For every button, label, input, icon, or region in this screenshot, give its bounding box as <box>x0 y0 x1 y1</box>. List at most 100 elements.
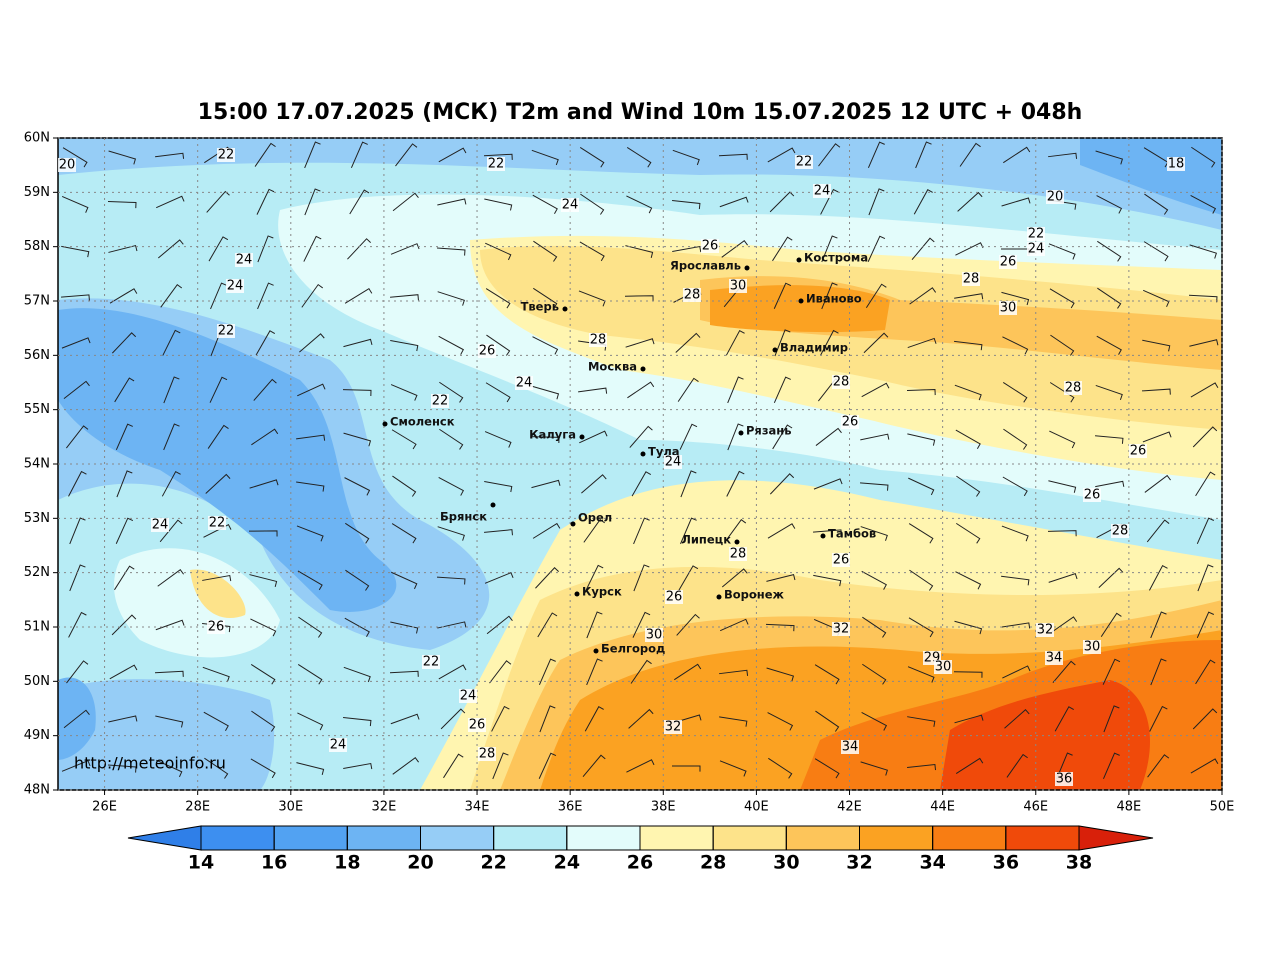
colorbar-tick-label: 16 <box>261 852 287 874</box>
wind-barb <box>578 387 608 394</box>
y-tick-label: 53N <box>24 511 50 526</box>
wind-barb <box>861 570 887 590</box>
x-tick-label: 26E <box>92 800 117 815</box>
wind-barb <box>718 153 748 160</box>
wind-barb <box>907 666 935 683</box>
y-tick-label: 58N <box>24 239 50 254</box>
city-dot <box>562 306 568 312</box>
wind-barb <box>906 388 936 396</box>
city-label: Тамбов <box>828 527 876 541</box>
wind-barb <box>297 570 323 591</box>
wind-barb <box>390 384 418 401</box>
wind-barb <box>532 336 559 355</box>
wind-barb <box>1195 471 1216 497</box>
wind-barb <box>725 330 745 356</box>
contour-label-box <box>58 158 76 172</box>
wind-barb <box>813 478 843 490</box>
wind-barb <box>391 571 418 590</box>
wind-barb <box>907 763 937 771</box>
wind-barb <box>1097 287 1122 309</box>
wind-barb <box>1095 150 1124 165</box>
wind-barb <box>250 618 277 637</box>
contour-label-box <box>1046 190 1064 204</box>
wind-barb <box>531 385 560 400</box>
wind-barb <box>625 338 655 348</box>
wind-barb <box>299 333 325 353</box>
wind-barb <box>672 200 701 210</box>
wind-barb <box>769 473 795 495</box>
x-tick-label: 36E <box>558 800 583 815</box>
wind-barb <box>154 670 184 677</box>
x-tick-label: 38E <box>651 800 676 815</box>
contour-label-box <box>1111 524 1129 538</box>
wind-barb <box>390 713 420 725</box>
wind-barb <box>767 523 796 539</box>
wind-barb <box>867 235 886 262</box>
contour-label-box <box>1083 640 1101 654</box>
city-label: Рязань <box>746 424 791 438</box>
contour-label: 22 <box>796 155 813 170</box>
wind-barb <box>1103 705 1120 733</box>
wind-barb <box>257 235 274 263</box>
wind-barb <box>1190 382 1219 398</box>
wind-barb <box>954 384 982 401</box>
city-label: Белгород <box>601 642 665 656</box>
wind-barb <box>955 429 981 450</box>
wind-barb <box>436 247 466 256</box>
wind-barb <box>111 614 137 636</box>
contour-label-box <box>934 660 952 674</box>
contour-label-box <box>645 628 663 642</box>
y-tick-label: 49N <box>24 728 50 743</box>
city-label: Москва <box>588 360 637 374</box>
contour-label-box <box>841 740 859 754</box>
wind-barb <box>66 660 89 684</box>
wind-barb <box>1054 706 1074 732</box>
contour-label: 24 <box>516 376 533 391</box>
wind-barb <box>61 196 89 213</box>
contour-label-box <box>1027 242 1045 256</box>
wind-barb <box>440 708 466 730</box>
contour-label: 20 <box>59 158 76 173</box>
city-dot <box>738 430 744 436</box>
wind-barb <box>586 658 603 686</box>
wind-barb <box>1001 525 1029 542</box>
contour-label-box <box>226 279 244 293</box>
wind-barb <box>157 239 184 259</box>
x-tick-label: 34E <box>465 800 490 815</box>
contour-label: 26 <box>842 415 859 430</box>
wind-barb <box>248 530 278 537</box>
wind-barb <box>815 427 842 446</box>
contour-label-box <box>832 553 850 567</box>
wind-barb <box>109 664 138 680</box>
city-dot <box>798 298 804 304</box>
wind-barb <box>390 243 420 255</box>
contour-label-box <box>1083 488 1101 502</box>
wind-barb <box>391 523 417 544</box>
contour-label: 34 <box>1046 651 1063 666</box>
wind-barb <box>954 340 983 351</box>
wind-barb <box>1196 517 1215 544</box>
wind-barb <box>107 764 137 773</box>
wind-barb <box>492 752 509 780</box>
city-dot <box>796 257 802 263</box>
contour-label-box <box>431 394 449 408</box>
wind-barb <box>160 284 183 308</box>
contour-label-box <box>515 376 533 390</box>
wind-barb <box>63 709 90 729</box>
contour-label: 26 <box>666 590 683 605</box>
x-tick-label: 40E <box>744 800 769 815</box>
wind-barb <box>532 522 561 539</box>
colorbar-tick-label: 24 <box>554 852 580 874</box>
wind-barb <box>107 200 137 209</box>
wind-barb <box>62 147 88 168</box>
wind-barb <box>250 758 276 779</box>
wind-barb <box>629 425 653 448</box>
contour-label-box <box>468 718 486 732</box>
colorbar-tick-label: 14 <box>188 852 214 874</box>
wind-barb <box>954 620 983 635</box>
wind-barb <box>955 522 981 544</box>
wind-barb <box>719 760 747 777</box>
wind-barb <box>1144 193 1169 215</box>
wind-barb <box>1001 197 1031 207</box>
wind-barb <box>769 191 795 213</box>
